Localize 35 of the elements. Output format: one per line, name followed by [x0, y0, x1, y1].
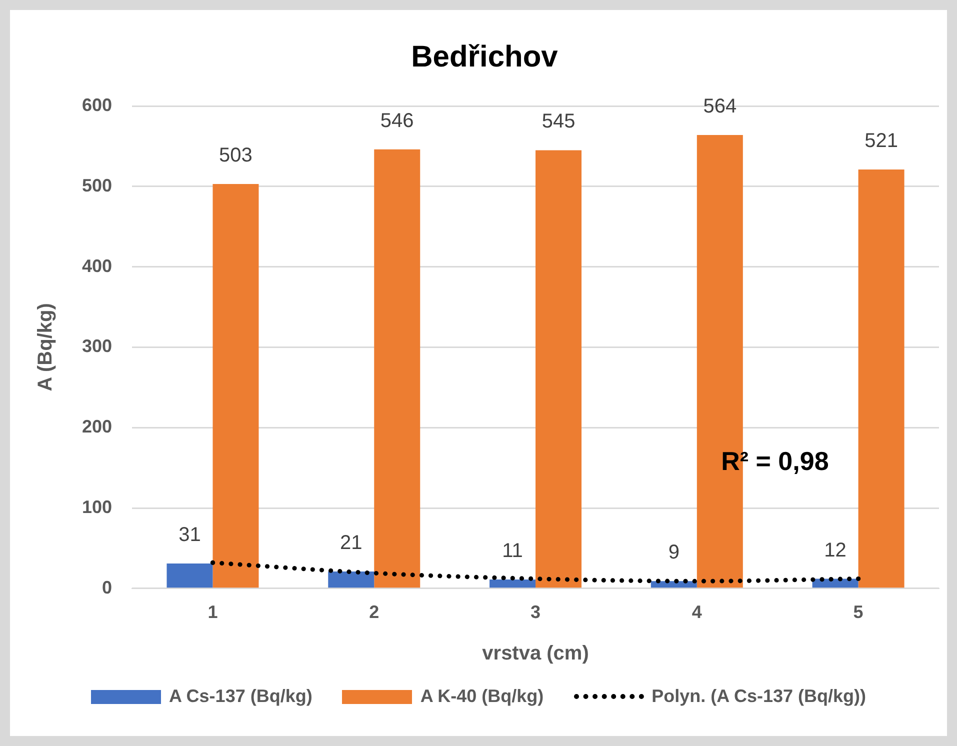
y-tick-label: 500	[82, 175, 112, 196]
legend-label: A Cs-137 (Bq/kg)	[168, 686, 312, 707]
y-axis-title: A (Bq/kg)	[34, 303, 57, 392]
x-tick-label: 1	[208, 602, 218, 622]
x-axis-title: vrstva (cm)	[482, 642, 589, 665]
x-tick-label: 5	[853, 602, 864, 622]
legend-label: Polyn. (A Cs-137 (Bq/kg))	[652, 686, 866, 707]
bar	[328, 572, 374, 588]
data-label: 564	[703, 95, 737, 118]
data-label: 503	[219, 144, 252, 167]
data-label: 545	[542, 110, 576, 133]
y-tick-label: 600	[82, 94, 112, 115]
bar	[536, 150, 582, 588]
data-label: 546	[380, 110, 414, 132]
bar	[858, 170, 904, 588]
bar	[374, 149, 420, 588]
data-label: 21	[340, 532, 362, 554]
y-tick-label: 200	[82, 416, 112, 437]
chart-title: Bedřichov	[411, 40, 558, 74]
y-tick-label: 300	[82, 336, 112, 356]
legend-label: A K-40 (Bq/kg)	[420, 686, 544, 707]
bar	[166, 563, 213, 588]
x-tick-label: 4	[692, 602, 702, 622]
data-label: 11	[502, 540, 523, 562]
data-label: 12	[824, 539, 846, 562]
x-tick-label: 2	[369, 602, 380, 622]
y-tick-label: 100	[82, 496, 112, 517]
data-label: 9	[668, 542, 680, 564]
data-label: 31	[178, 524, 201, 546]
bar	[212, 184, 259, 588]
y-tick-label: 400	[82, 256, 112, 276]
x-tick-label: 3	[530, 602, 541, 622]
y-tick-label: 0	[102, 577, 112, 598]
bar	[490, 580, 536, 588]
data-label: 521	[864, 130, 898, 152]
